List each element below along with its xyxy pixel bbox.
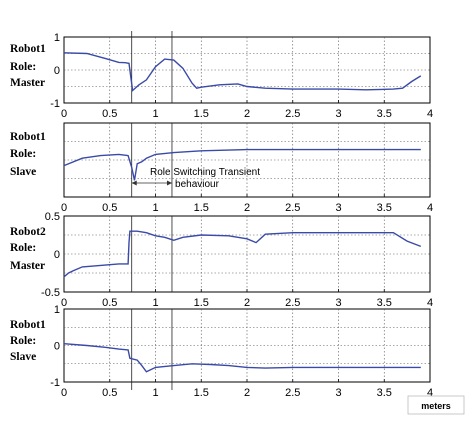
x-tick-label: 3 — [335, 202, 341, 214]
x-tick-label: 1.5 — [194, 297, 209, 309]
x-tick-label: 1.5 — [194, 202, 209, 214]
y-tick-label: 1 — [54, 32, 60, 44]
series-line — [63, 52, 422, 92]
y-tick-label: 0.5 — [45, 211, 60, 223]
x-tick-label: 3 — [335, 108, 341, 120]
x-tick-label: 2 — [244, 297, 250, 309]
x-tick-label: 3.5 — [377, 387, 392, 399]
annotation-text: behaviour — [175, 179, 220, 190]
row-label: Robot1 — [10, 43, 46, 55]
y-tick-label: 0 — [54, 65, 60, 77]
x-tick-label: 0.5 — [102, 387, 117, 399]
series-line — [63, 148, 421, 181]
row-label: Robot1 — [10, 131, 46, 143]
x-tick-label: 3.5 — [377, 108, 392, 120]
y-tick-label: 1 — [54, 304, 60, 316]
x-tick-label: 2 — [244, 202, 250, 214]
row-label: Slave — [10, 351, 36, 363]
x-tick-label: 1 — [152, 387, 158, 399]
row-label: Role: — [10, 335, 36, 347]
y-tick-label: -0.5 — [41, 287, 60, 299]
x-tick-label: 4 — [427, 202, 433, 214]
y-tick-label: 0 — [54, 249, 60, 261]
x-tick-label: 2.5 — [285, 387, 300, 399]
x-tick-label: 1.5 — [194, 387, 209, 399]
units-box: meters — [407, 395, 465, 415]
x-tick-label: 1 — [152, 202, 158, 214]
x-tick-label: 0 — [61, 387, 67, 399]
annotation-arrowhead — [166, 180, 172, 186]
row-label: Master — [10, 77, 45, 89]
x-tick-label: 1.5 — [194, 108, 209, 120]
x-tick-label: 0 — [61, 297, 67, 309]
x-tick-label: 3.5 — [377, 297, 392, 309]
x-tick-label: 3 — [335, 297, 341, 309]
x-tick-label: 4 — [427, 297, 433, 309]
x-tick-label: 3 — [335, 387, 341, 399]
series-line — [63, 343, 421, 373]
x-tick-label: 1 — [152, 108, 158, 120]
annotation-text: Role Switching Transient — [150, 167, 260, 178]
row-label: Role: — [10, 61, 36, 73]
y-tick-label: -1 — [50, 377, 60, 389]
x-tick-label: 0.5 — [102, 108, 117, 120]
x-tick-label: 0.5 — [102, 297, 117, 309]
x-tick-label: 2.5 — [285, 297, 300, 309]
row-label: Role: — [10, 148, 36, 160]
units-label: meters — [421, 401, 451, 411]
x-tick-label: 2.5 — [285, 108, 300, 120]
row-label: Robot1 — [10, 319, 46, 331]
x-tick-label: 1 — [152, 297, 158, 309]
series-line — [63, 230, 422, 278]
x-tick-label: 2 — [244, 387, 250, 399]
row-label: Role: — [10, 242, 36, 254]
x-tick-label: 3.5 — [377, 202, 392, 214]
row-label: Robot2 — [10, 226, 46, 238]
x-tick-label: 2 — [244, 108, 250, 120]
x-tick-label: 0 — [61, 202, 67, 214]
y-tick-label: 0 — [54, 341, 60, 353]
x-tick-label: 4 — [427, 387, 433, 399]
x-tick-label: 2.5 — [285, 202, 300, 214]
y-tick-label: -1 — [50, 98, 60, 110]
row-label: Master — [10, 260, 45, 272]
units-frame — [407, 395, 465, 415]
panel-2: 0 0.5 1 1.5 2 2.5 3 3.5 4 Robot1 Role: Slave Role Sw… — [10, 122, 433, 214]
x-tick-label: 0 — [61, 108, 67, 120]
x-tick-label: 0.5 — [102, 202, 117, 214]
x-tick-label: 4 — [427, 108, 433, 120]
annotation-arrowhead — [131, 180, 137, 186]
row-label: Slave — [10, 166, 36, 178]
panel-3: 0 0.5 1 1.5 2 2.5 3 3.5 4-0.500.5Robot2Role:Mast… — [10, 211, 433, 309]
